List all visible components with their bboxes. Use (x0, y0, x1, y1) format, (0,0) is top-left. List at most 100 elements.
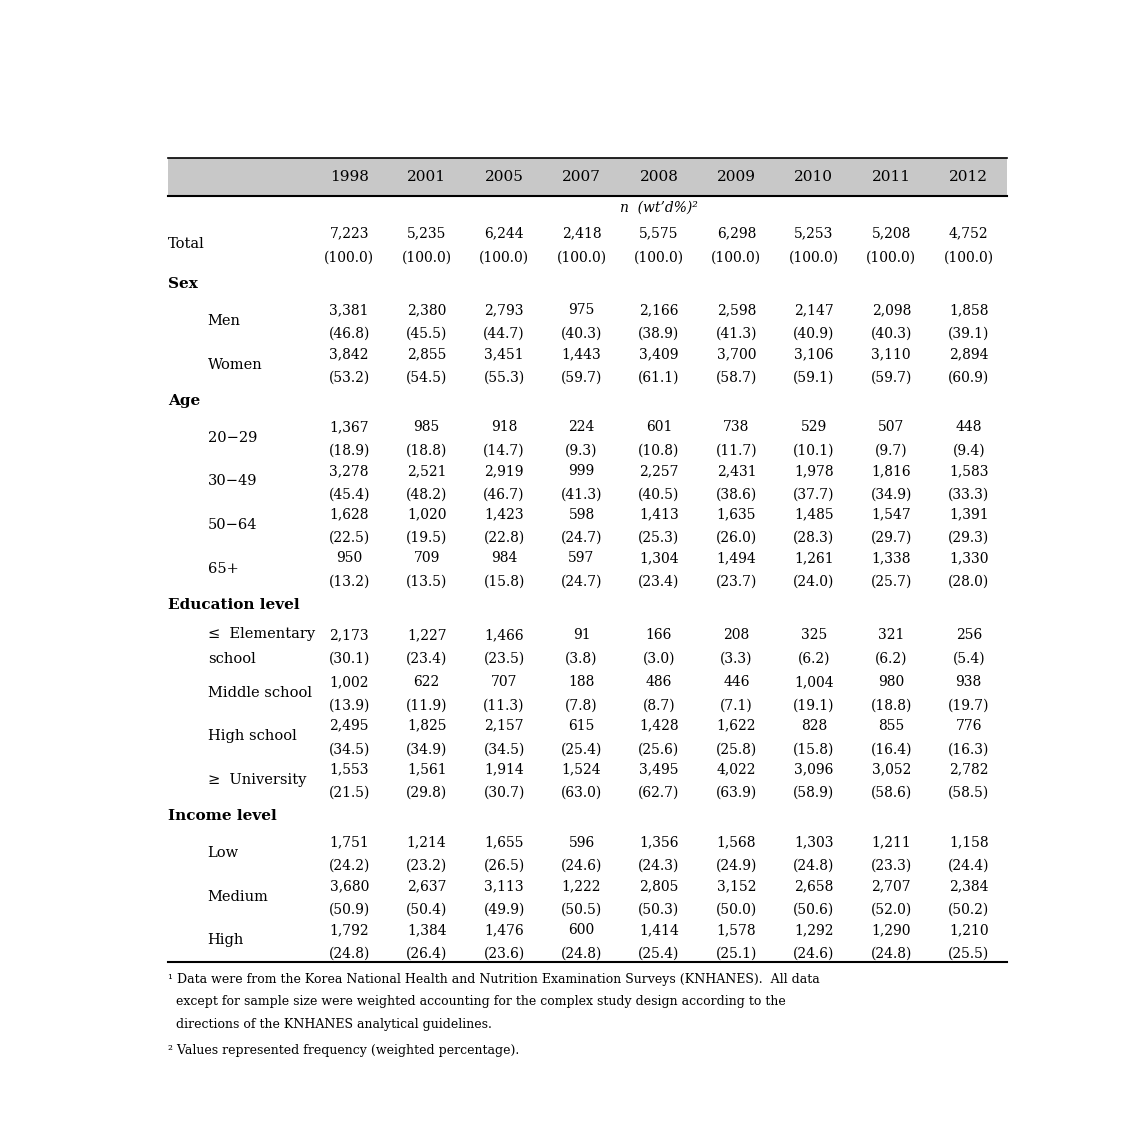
Text: 2,855: 2,855 (407, 347, 447, 361)
Text: 448: 448 (956, 420, 982, 434)
Text: (55.3): (55.3) (483, 370, 525, 384)
Text: 709: 709 (414, 552, 440, 565)
Text: (22.8): (22.8) (483, 531, 525, 545)
Text: High school: High school (208, 730, 296, 743)
Text: (26.4): (26.4) (406, 946, 447, 961)
Text: 1,384: 1,384 (407, 923, 447, 937)
Text: High: High (208, 934, 244, 947)
Text: 3,842: 3,842 (330, 347, 369, 361)
Text: 3,096: 3,096 (794, 763, 833, 776)
Text: 166: 166 (645, 628, 672, 642)
Text: 2007: 2007 (562, 170, 601, 184)
Text: (30.7): (30.7) (483, 786, 525, 800)
Text: 984: 984 (491, 552, 517, 565)
Text: 1,978: 1,978 (794, 465, 833, 478)
Text: 5,235: 5,235 (407, 227, 447, 240)
Text: 3,278: 3,278 (330, 465, 369, 478)
Text: (23.7): (23.7) (716, 574, 758, 589)
Text: (22.5): (22.5) (329, 531, 370, 545)
Text: 446: 446 (723, 675, 750, 689)
Text: 1,476: 1,476 (484, 923, 524, 937)
Text: 985: 985 (414, 420, 440, 434)
Text: 597: 597 (568, 552, 594, 565)
Text: (38.9): (38.9) (638, 327, 679, 341)
Text: 1998: 1998 (330, 170, 369, 184)
Text: 1,792: 1,792 (329, 923, 369, 937)
Text: 1,825: 1,825 (407, 718, 447, 733)
Text: 1,524: 1,524 (561, 763, 601, 776)
Text: 1,214: 1,214 (407, 836, 447, 850)
Text: (40.5): (40.5) (638, 487, 679, 502)
Text: (10.1): (10.1) (793, 444, 835, 458)
Text: (16.4): (16.4) (871, 742, 912, 756)
Text: 4,022: 4,022 (717, 763, 756, 776)
Text: 65+: 65+ (208, 562, 238, 576)
Text: 7,223: 7,223 (330, 227, 369, 240)
Text: 1,428: 1,428 (640, 718, 679, 733)
Text: except for sample size were weighted accounting for the complex study design acc: except for sample size were weighted acc… (168, 995, 786, 1008)
Text: (59.7): (59.7) (871, 370, 912, 384)
Text: (26.0): (26.0) (716, 531, 758, 545)
Text: (45.4): (45.4) (329, 487, 370, 502)
Text: 208: 208 (723, 628, 750, 642)
Text: 2,380: 2,380 (407, 304, 447, 317)
Text: (23.2): (23.2) (406, 859, 447, 874)
Text: (39.1): (39.1) (948, 327, 989, 341)
Text: (24.2): (24.2) (329, 859, 370, 874)
Text: 3,381: 3,381 (330, 304, 369, 317)
Text: (13.9): (13.9) (329, 699, 370, 713)
Text: (9.7): (9.7) (875, 444, 907, 458)
Text: 1,466: 1,466 (484, 628, 524, 642)
Text: 950: 950 (336, 552, 363, 565)
Text: Income level: Income level (168, 809, 277, 824)
Text: (24.8): (24.8) (561, 946, 602, 961)
Text: (24.0): (24.0) (793, 574, 835, 589)
Text: (50.3): (50.3) (638, 903, 679, 917)
Text: 1,494: 1,494 (717, 552, 756, 565)
Text: (30.1): (30.1) (329, 651, 370, 665)
Text: (52.0): (52.0) (871, 903, 912, 917)
Text: 1,290: 1,290 (872, 923, 911, 937)
Text: (25.1): (25.1) (716, 946, 758, 961)
Text: Age: Age (168, 394, 201, 408)
Text: 1,816: 1,816 (871, 465, 911, 478)
Text: (18.8): (18.8) (871, 699, 912, 713)
Text: (25.7): (25.7) (871, 574, 912, 589)
Text: 776: 776 (956, 718, 982, 733)
Text: 828: 828 (801, 718, 827, 733)
Text: 4,752: 4,752 (949, 227, 989, 240)
Text: directions of the KNHANES analytical guidelines.: directions of the KNHANES analytical gui… (168, 1017, 492, 1031)
Text: (23.5): (23.5) (483, 651, 525, 665)
Text: (11.3): (11.3) (483, 699, 525, 713)
Text: (100.0): (100.0) (479, 252, 530, 265)
Text: 325: 325 (801, 628, 827, 642)
Text: 2009: 2009 (717, 170, 756, 184)
Text: 1,578: 1,578 (717, 923, 756, 937)
Text: (59.7): (59.7) (561, 370, 602, 384)
Text: (26.5): (26.5) (483, 859, 525, 874)
Text: 3,152: 3,152 (717, 879, 756, 893)
Text: (28.0): (28.0) (948, 574, 989, 589)
Text: 1,914: 1,914 (484, 763, 524, 776)
Text: 1,261: 1,261 (794, 552, 833, 565)
Text: (100.0): (100.0) (789, 252, 839, 265)
Text: 1,292: 1,292 (794, 923, 833, 937)
Text: (19.5): (19.5) (406, 531, 447, 545)
Text: 2,637: 2,637 (407, 879, 447, 893)
Text: 615: 615 (568, 718, 594, 733)
Text: Middle school: Middle school (208, 685, 312, 699)
Text: (25.8): (25.8) (716, 742, 758, 756)
Text: 5,208: 5,208 (872, 227, 911, 240)
Text: (44.7): (44.7) (483, 327, 525, 341)
Text: (34.9): (34.9) (406, 742, 447, 756)
Text: 224: 224 (568, 420, 594, 434)
Text: 1,356: 1,356 (640, 836, 679, 850)
Text: (14.7): (14.7) (483, 444, 525, 458)
Text: 1,211: 1,211 (871, 836, 911, 850)
Text: (46.8): (46.8) (329, 327, 370, 341)
Text: (50.2): (50.2) (948, 903, 989, 917)
Text: Education level: Education level (168, 598, 299, 612)
Text: 1,338: 1,338 (872, 552, 911, 565)
Text: (100.0): (100.0) (866, 252, 916, 265)
Text: 1,635: 1,635 (717, 508, 756, 521)
